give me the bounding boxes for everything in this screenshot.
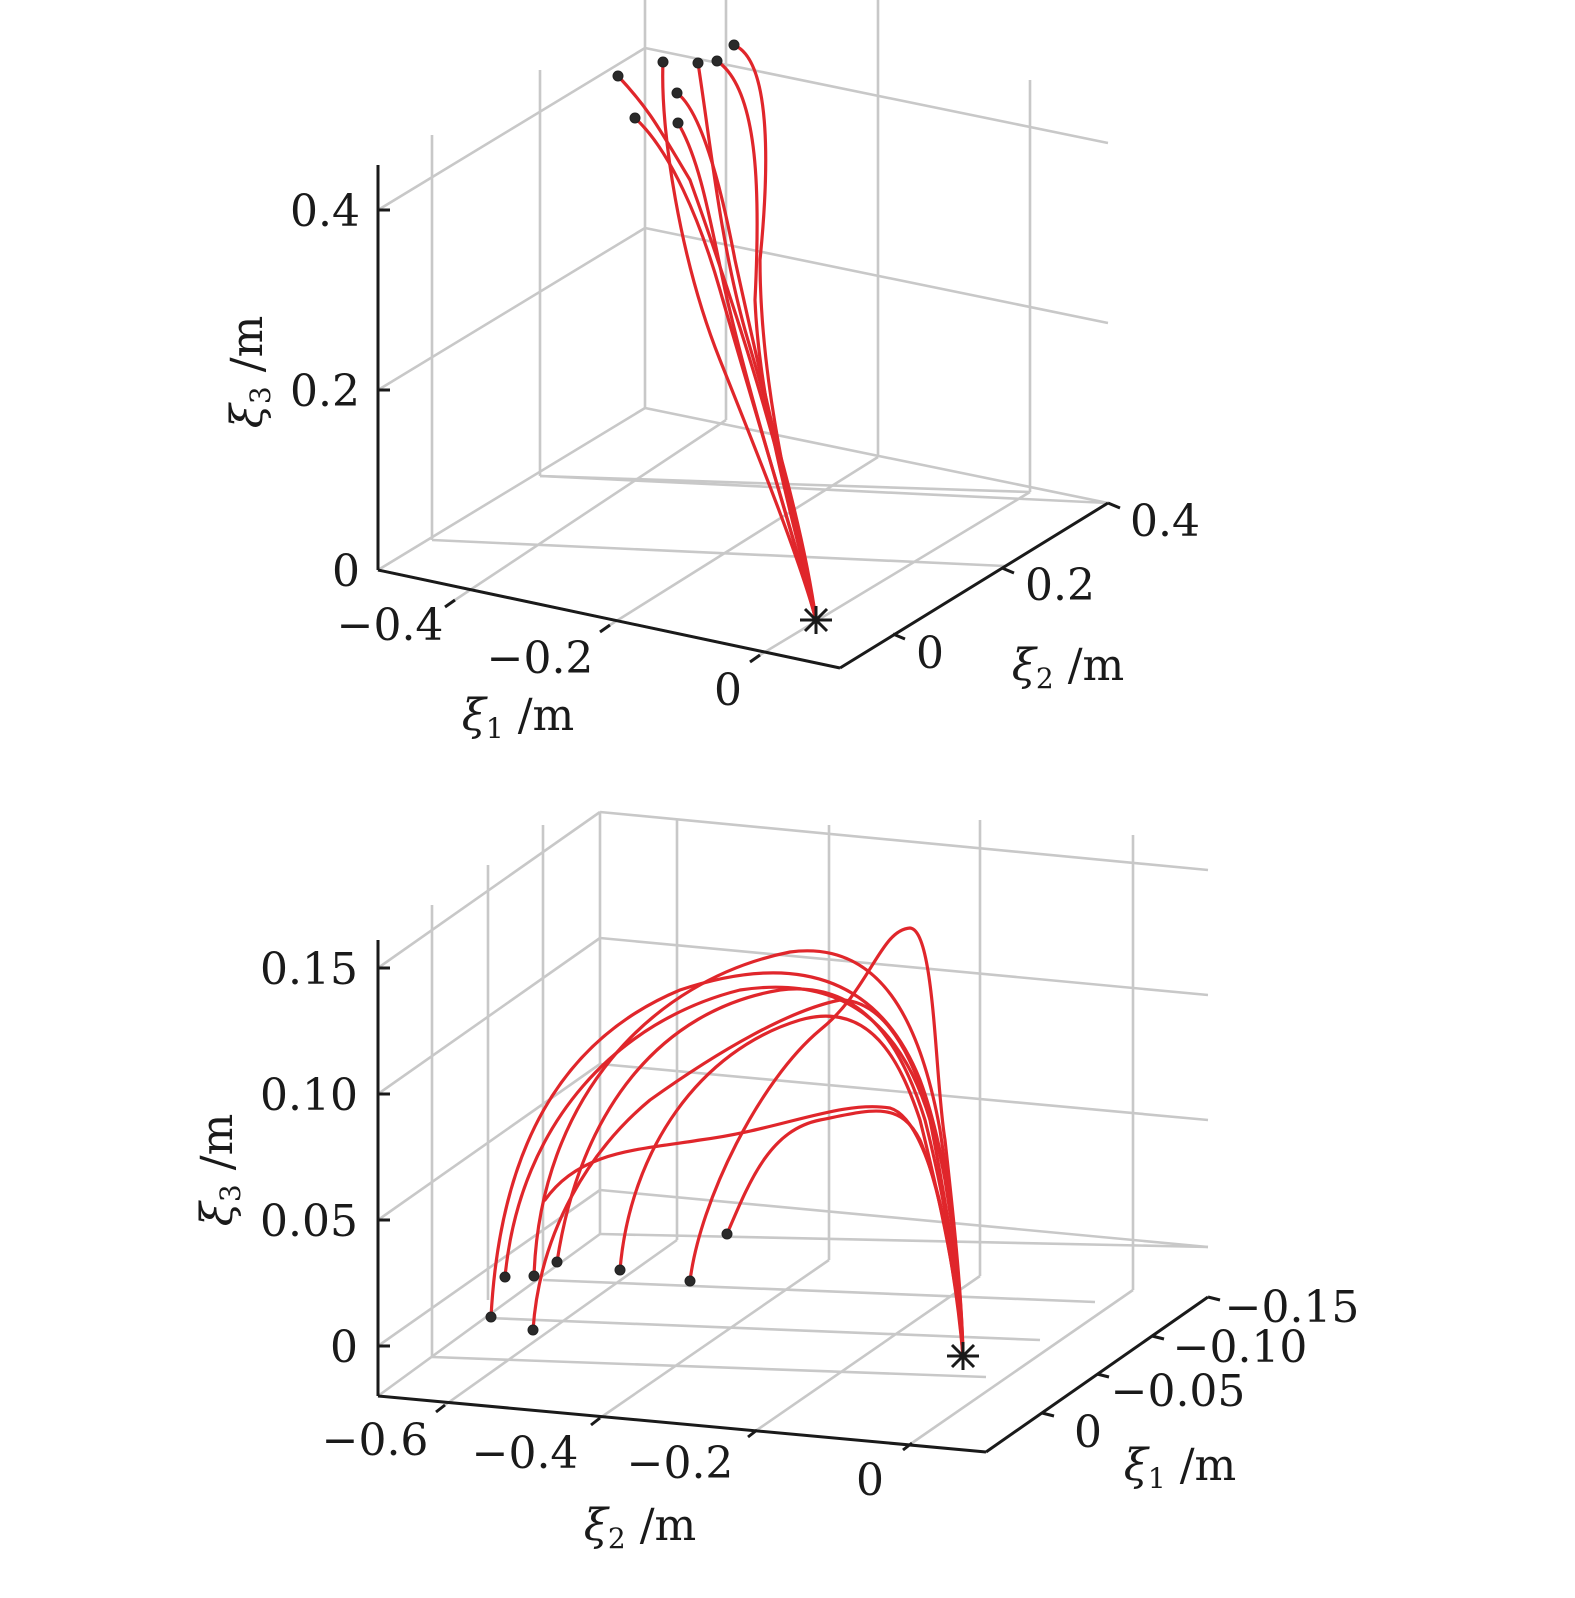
bottom-x-axis-label: ξ2 /m [584, 1500, 697, 1555]
bottom-z-axis-label: ξ3 /m [192, 1114, 247, 1227]
bottom-y-tick-label: −0.05 [1111, 1366, 1246, 1417]
bottom-x-tick-label: −0.4 [472, 1428, 579, 1479]
bottom-y-tick-label: 0 [1074, 1407, 1102, 1458]
start-point [528, 1270, 540, 1282]
top-z-tick-label: 0.2 [290, 366, 360, 417]
start-point [672, 117, 684, 129]
start-point [551, 1256, 563, 1268]
trajectory [531, 998, 965, 1358]
trajectory [675, 91, 818, 622]
top-x-tick-label: −0.4 [337, 600, 444, 651]
top-y-axis-label: ξ2 /m [1012, 640, 1125, 695]
top-start-points [612, 39, 740, 129]
trajectory [676, 121, 818, 622]
start-point [728, 39, 740, 51]
bottom-x-tick-label: 0 [856, 1455, 884, 1506]
bottom-z-tick-label: 0.05 [260, 1196, 358, 1247]
top-y-axis [839, 501, 1109, 670]
start-point [721, 1228, 733, 1240]
top-trajectories [616, 43, 818, 622]
bottom-z-tick-label: 0 [330, 1322, 358, 1373]
bottom-y-tick-label: −0.15 [1225, 1282, 1360, 1333]
start-point [629, 112, 641, 124]
start-point [614, 1264, 626, 1276]
bottom-y-axis-label: ξ1 /m [1124, 1440, 1237, 1495]
top-z-tick-label: 0 [332, 546, 360, 597]
top-x-tick-label: 0 [714, 665, 742, 716]
bottom-z-tick-label: 0.15 [260, 944, 358, 995]
bottom-start-points [485, 1228, 733, 1336]
top-y-tick-label: 0.4 [1130, 496, 1200, 547]
top-z-tick-label: 0.4 [290, 186, 360, 237]
trajectory [696, 61, 818, 622]
top-y-tick-label: 0.2 [1025, 560, 1095, 611]
top-z-axis-label: ξ3 /m [222, 316, 277, 429]
bottom-y-tick-label: −0.10 [1173, 1322, 1308, 1373]
start-point [711, 55, 723, 67]
top-3d-plot: 0.4 0.2 0 −0.4 −0.2 0 0.4 0.2 0 ξ3 /m ξ1… [222, 0, 1200, 745]
bottom-x-tick-label: −0.6 [322, 1415, 429, 1466]
top-x-axis-label: ξ1 /m [462, 690, 575, 745]
start-point [612, 70, 624, 82]
trajectory [543, 1105, 965, 1358]
start-point [684, 1275, 696, 1287]
start-point [692, 57, 704, 69]
start-point [527, 1324, 539, 1336]
trajectory [555, 987, 965, 1358]
top-grid [377, 0, 1109, 670]
start-point [657, 56, 669, 68]
top-y-tick-label: 0 [916, 628, 944, 679]
top-target-marker [800, 606, 832, 634]
start-point [499, 1271, 511, 1283]
bottom-z-tick-label: 0.10 [260, 1070, 358, 1121]
bottom-x-axis [377, 1394, 987, 1454]
bottom-x-tick-label: −0.2 [627, 1438, 734, 1489]
trajectory [661, 60, 818, 622]
bottom-3d-plot: 0.15 0.10 0.05 0 −0.6 −0.4 −0.2 0 −0.15 … [192, 810, 1360, 1555]
start-point [485, 1311, 497, 1323]
trajectory [688, 926, 965, 1358]
top-x-tick-label: −0.2 [487, 633, 594, 684]
top-x-axis [377, 568, 841, 670]
bottom-trajectories [489, 926, 965, 1358]
start-point [671, 87, 683, 99]
bottom-grid [377, 810, 1209, 1445]
bottom-target-marker [947, 1342, 979, 1370]
